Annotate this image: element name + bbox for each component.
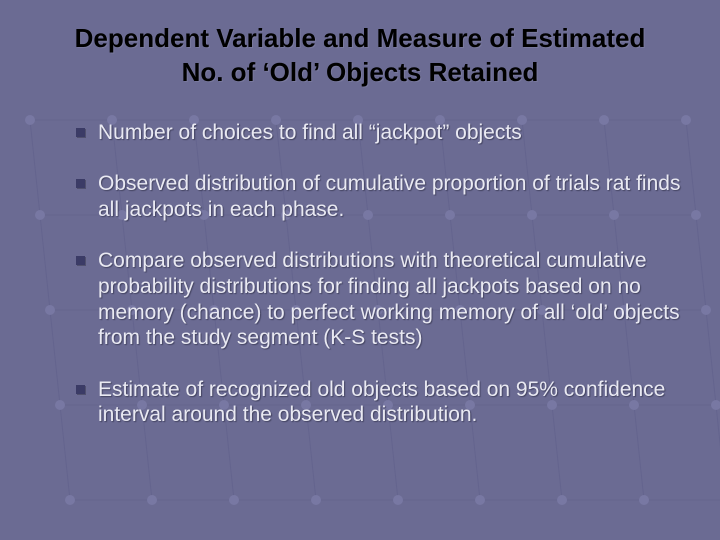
title-line-1: Dependent Variable and Measure of Estima… bbox=[75, 23, 646, 53]
bullet-list: Number of choices to find all “jackpot” … bbox=[36, 120, 684, 428]
list-item: Estimate of recognized old objects based… bbox=[76, 377, 684, 428]
list-item: Observed distribution of cumulative prop… bbox=[76, 171, 684, 222]
slide-title: Dependent Variable and Measure of Estima… bbox=[36, 22, 684, 90]
slide: Dependent Variable and Measure of Estima… bbox=[0, 0, 720, 540]
list-item: Compare observed distributions with theo… bbox=[76, 248, 684, 350]
list-item: Number of choices to find all “jackpot” … bbox=[76, 120, 684, 146]
title-line-2: No. of ‘Old’ Objects Retained bbox=[182, 57, 539, 87]
